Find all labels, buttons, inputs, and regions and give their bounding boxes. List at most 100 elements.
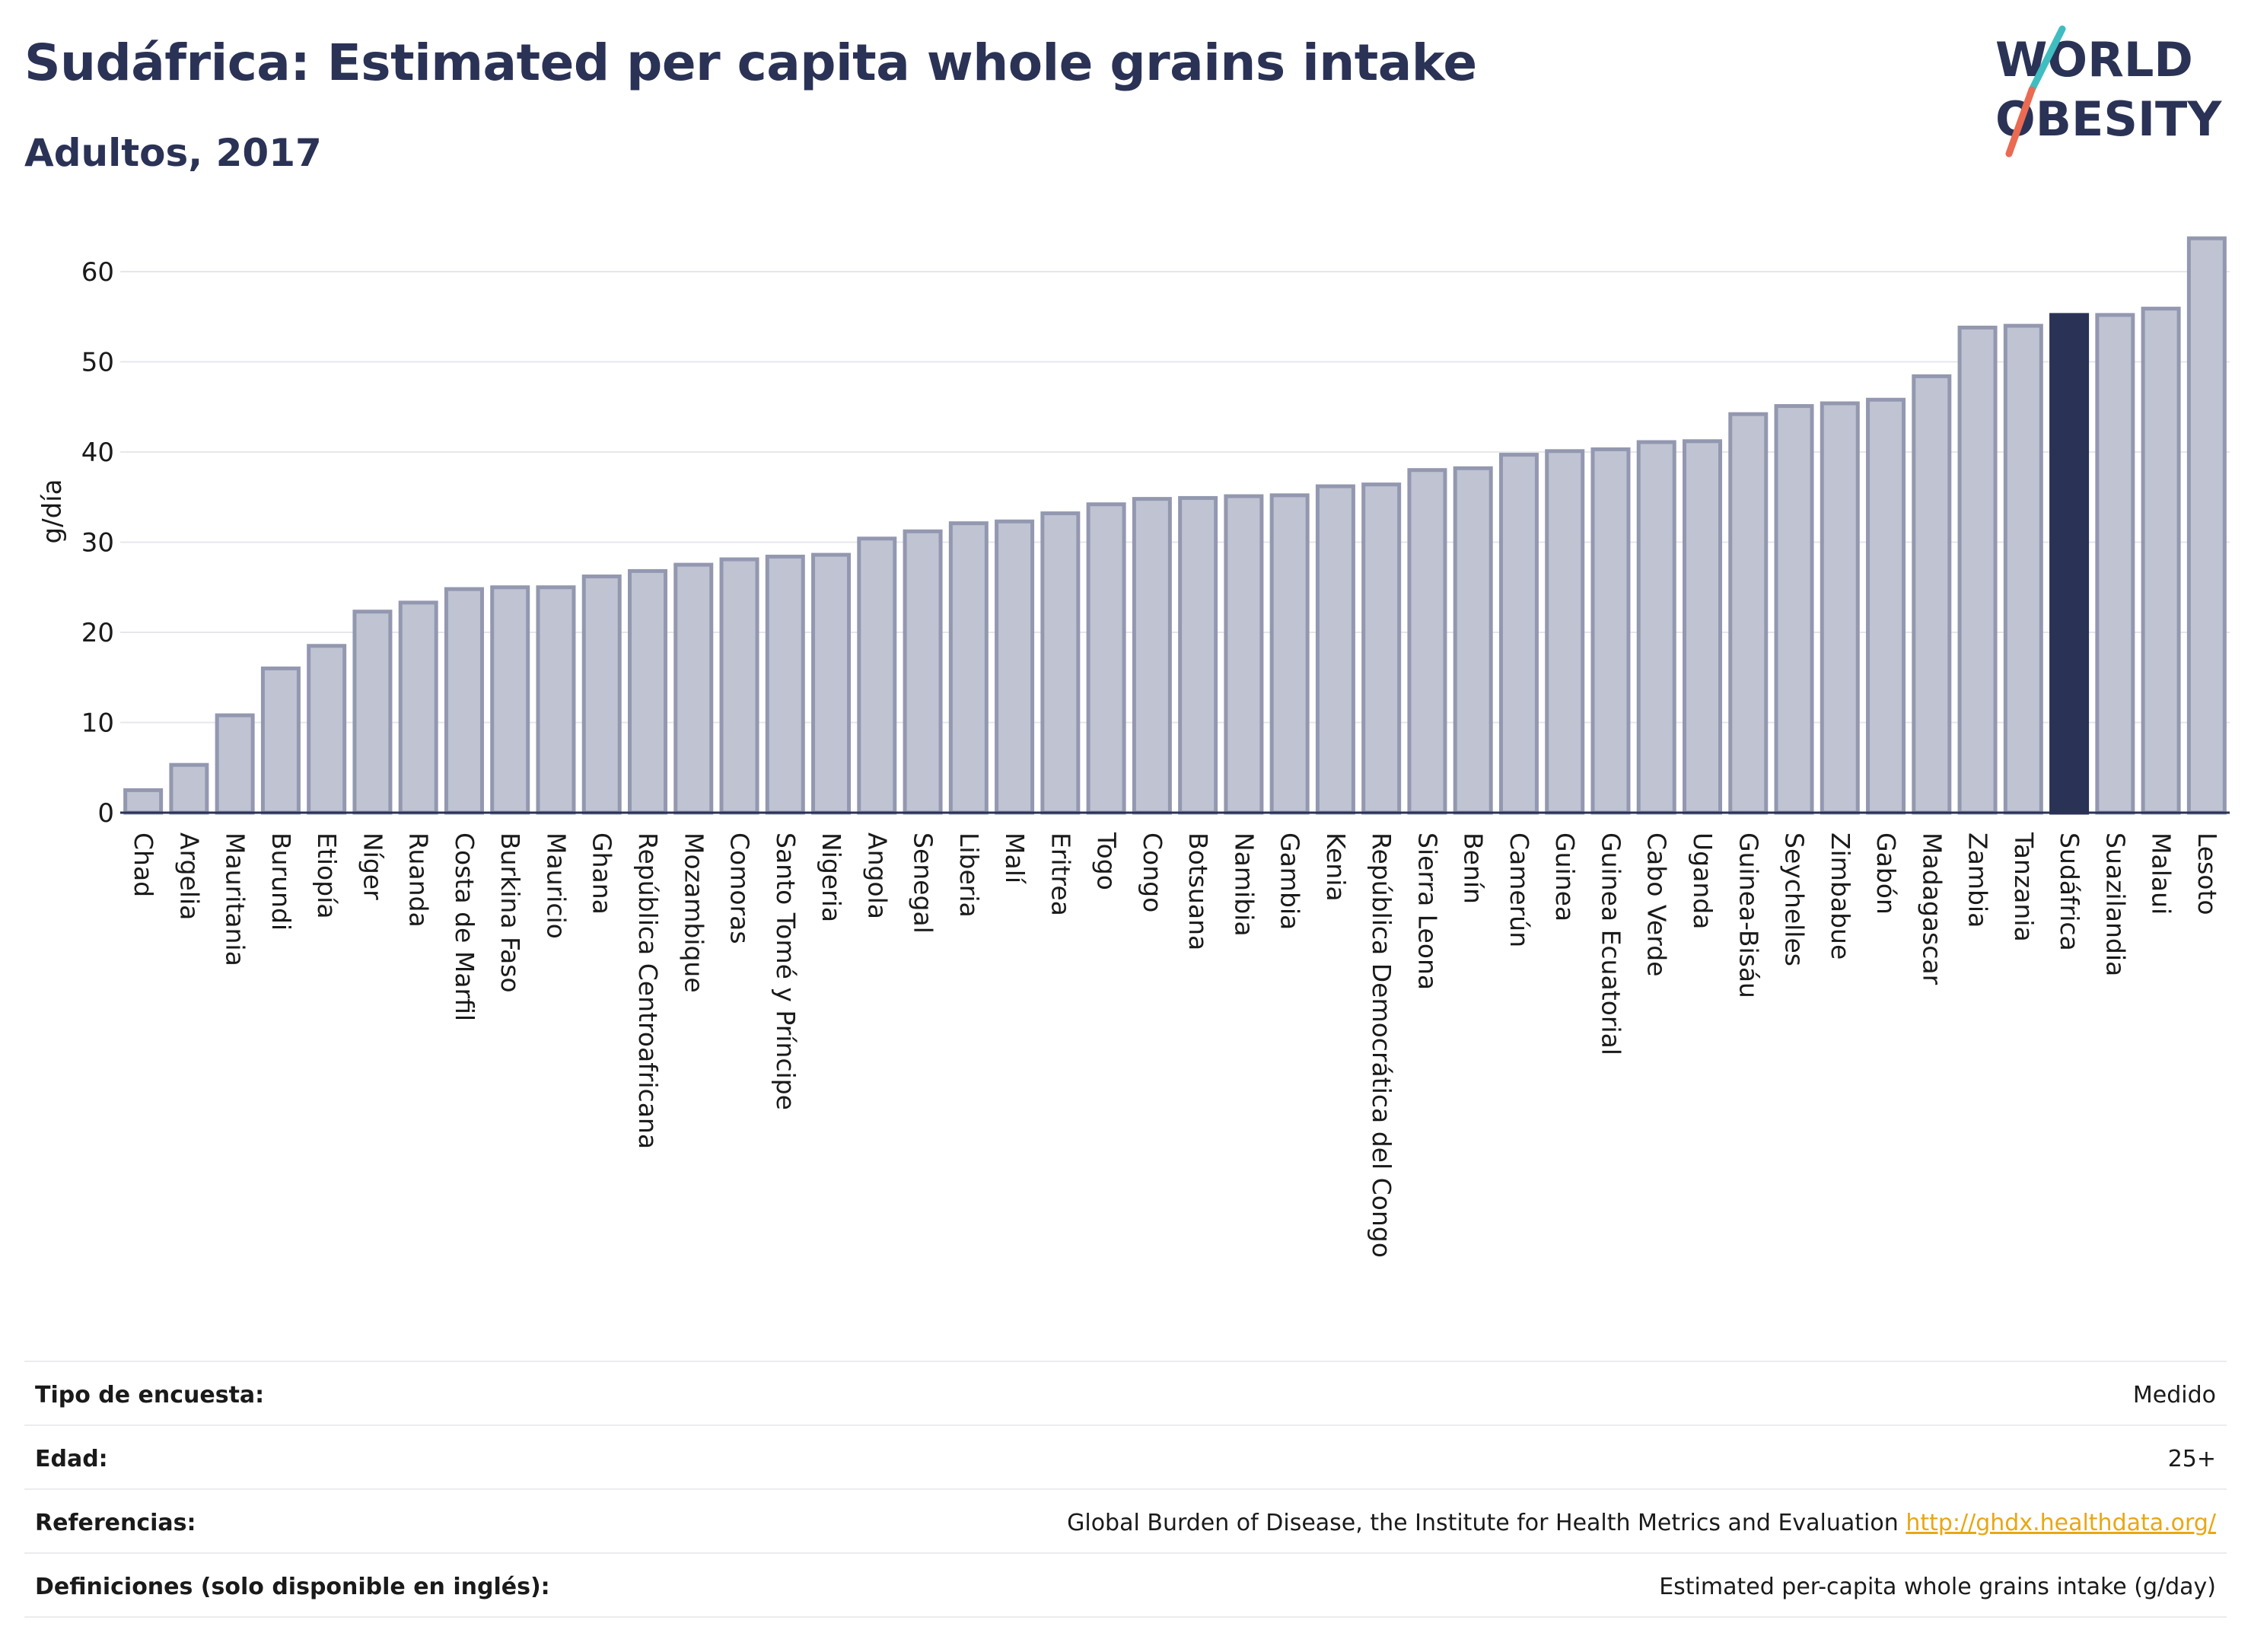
info-row-references: Referencias: Global Burden of Disease, t… [24, 1488, 2227, 1552]
x-tick-label: Gabón [1871, 832, 1901, 915]
x-tick-label: República Democrática del Congo [1367, 832, 1396, 1258]
bar [215, 713, 255, 815]
bar [719, 557, 759, 815]
info-label: Referencias: [35, 1510, 196, 1536]
x-tick-label: Suazilandia [2100, 832, 2130, 976]
x-tick-label: Costa de Marfil [450, 832, 479, 1021]
x-tick-label: Burkina Faso [495, 832, 525, 993]
x-tick-label: Ghana [587, 832, 617, 915]
bar [903, 529, 943, 815]
bar-highlight [2049, 313, 2090, 815]
bar [995, 519, 1035, 815]
x-tick-label: Lesoto [2192, 832, 2222, 915]
x-tick-label: Zimbabue [1826, 832, 1855, 960]
chart-subtitle: Adultos, 2017 [24, 131, 322, 175]
bar [260, 666, 301, 815]
y-tick-label: 30 [81, 528, 114, 559]
x-tick-label: Níger [358, 832, 387, 900]
bar [857, 536, 897, 815]
bar [673, 562, 714, 815]
bar [123, 788, 164, 815]
y-tick-label: 20 [81, 618, 114, 648]
x-tick-label: Burundi [266, 832, 296, 931]
y-tick-label: 60 [81, 257, 114, 288]
x-tick-label: Santo Tomé y Príncipe [771, 832, 801, 1110]
y-tick-label: 50 [81, 348, 114, 378]
bar [1866, 397, 1906, 815]
x-tick-label: Madagascar [1917, 832, 1947, 985]
y-tick-label: 10 [81, 708, 114, 739]
logo-line2: OBESITY [1995, 91, 2222, 147]
bars [120, 236, 2230, 815]
reference-link[interactable]: http://ghdx.healthdata.org/ [1906, 1510, 2216, 1536]
bar [1361, 482, 1402, 815]
bar [398, 600, 438, 815]
logo-slash-teal [2028, 25, 2066, 94]
x-tick-labels: Chad Argelia Mauritania Burundi Etiopía Níger… [129, 832, 2222, 1258]
x-tick-label: Seychelles [1780, 832, 1810, 966]
bar [1178, 495, 1218, 815]
bar [536, 585, 576, 815]
bar [1957, 325, 1998, 815]
bar [1636, 440, 1676, 815]
info-value: Medido [2132, 1382, 2216, 1408]
x-tick-label: Botsuana [1183, 832, 1213, 950]
logo-slash-coral [2005, 86, 2036, 158]
x-tick-label: Etiopía [312, 832, 342, 919]
y-tick-label: 40 [81, 438, 114, 468]
info-label: Edad: [35, 1446, 108, 1472]
x-tick-label: Angola [862, 832, 892, 919]
x-tick-label: Chad [129, 832, 158, 897]
bar [169, 762, 209, 815]
bar [1545, 449, 1585, 815]
info-value: 25+ [2167, 1446, 2216, 1472]
logo-line1: WORLD [1995, 32, 2193, 88]
bar [490, 585, 530, 815]
bar [1040, 511, 1081, 815]
bar [765, 554, 805, 815]
x-tick-label: Nigeria [817, 832, 846, 922]
bar [811, 552, 852, 815]
bar [1407, 468, 1447, 815]
x-tick-label: Ruanda [404, 832, 434, 928]
x-tick-label: Tanzania [2009, 832, 2039, 942]
bar [1132, 497, 1172, 815]
bar [627, 568, 668, 815]
bar [1682, 439, 1723, 815]
x-tick-label: Gambia [1275, 832, 1305, 930]
bar [2186, 236, 2227, 815]
bar [2141, 307, 2181, 815]
x-tick-label: Namibia [1229, 832, 1259, 937]
bar [2095, 313, 2135, 815]
info-row-survey-type: Tipo de encuesta: Medido [24, 1361, 2227, 1424]
x-tick-label: Benín [1459, 832, 1488, 904]
bar [352, 610, 393, 815]
x-tick-label: Mozambique [679, 832, 708, 993]
x-tick-label: Togo [1092, 832, 1122, 890]
x-tick-label: Sierra Leona [1412, 832, 1442, 990]
x-tick-label: Comoras [725, 832, 755, 944]
x-tick-label: Guinea-Bisáu [1734, 832, 1763, 998]
bar [2003, 323, 2043, 815]
reference-text: Global Burden of Disease, the Institute … [1067, 1510, 1899, 1536]
x-tick-label: Congo [1138, 832, 1167, 912]
x-tick-label: Liberia [954, 832, 984, 918]
chart-title: Sudáfrica: Estimated per capita whole gr… [24, 33, 1477, 92]
x-tick-label: Senegal [909, 832, 938, 934]
bar [444, 587, 484, 815]
y-tick-labels: 0 10 20 30 40 50 60 [81, 257, 114, 829]
bar [1315, 484, 1355, 815]
x-tick-label: Eritrea [1046, 832, 1075, 916]
x-tick-label: Camerún [1504, 832, 1534, 947]
x-tick-label: Malí [1000, 832, 1030, 885]
info-value-references: Global Burden of Disease, the Institute … [1067, 1510, 2216, 1536]
world-obesity-logo: WORLD OBESITY [1995, 25, 2222, 158]
bar [1728, 412, 1769, 815]
x-tick-label: Guinea [1550, 832, 1580, 921]
x-tick-label: Cabo Verde [1642, 832, 1672, 976]
x-tick-label: Argelia [174, 832, 204, 920]
x-tick-label: Kenia [1321, 832, 1351, 902]
x-tick-label: Sudáfrica [2055, 832, 2084, 951]
bar-chart: 0 10 20 30 40 50 60 Chad Argelia Mauritania Burun… [37, 236, 2230, 1258]
bar [1453, 466, 1493, 815]
